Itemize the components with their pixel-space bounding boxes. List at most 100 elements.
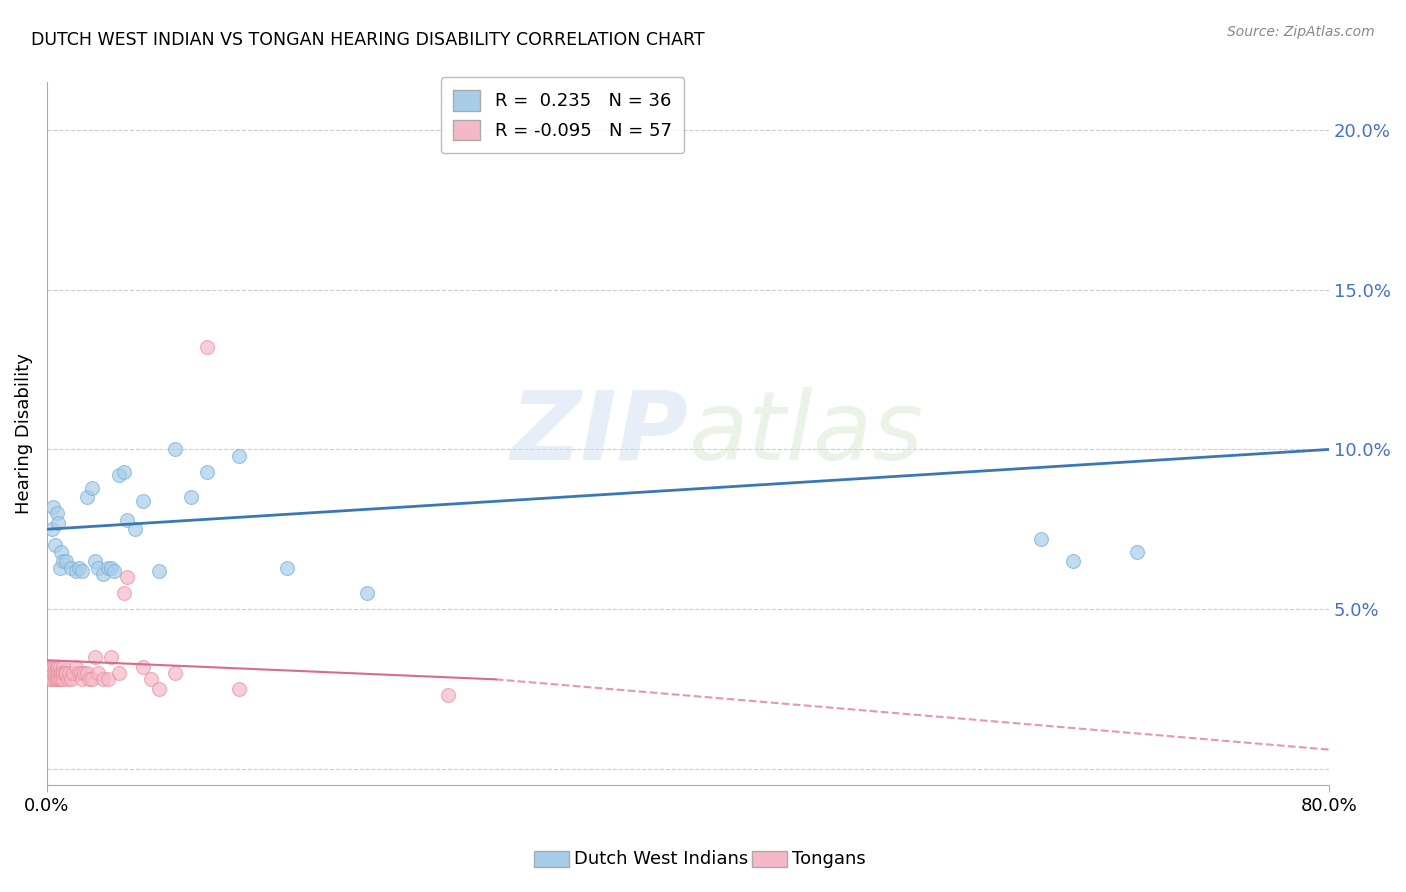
Point [51,544,73,558]
Point [41,522,63,536]
Text: ZIP: ZIP [510,387,688,480]
Point [46,665,69,680]
Point [124,522,146,536]
Point [436,689,458,703]
Point [76,665,98,680]
Point [42,665,65,680]
Point [91,566,114,581]
Point [41,665,63,680]
Point [41,659,63,673]
Point [97,673,120,687]
Point [42,500,65,514]
Point [108,467,131,482]
Point [70,564,93,578]
Point [44,665,66,680]
Point [77,673,100,687]
Point [37,665,59,680]
Point [356,586,378,600]
Point [115,513,138,527]
Point [45,673,67,687]
Point [48,665,70,680]
Point [70,673,93,687]
Point [46,659,69,673]
Point [48,560,70,574]
Text: Dutch West Indians: Dutch West Indians [574,850,748,868]
Point [165,665,187,680]
Point [132,493,155,508]
Point [51,673,73,687]
Point [48,673,70,687]
Point [44,665,66,680]
Point [139,673,162,687]
Point [39,659,62,673]
Point [1029,532,1052,546]
Point [195,465,218,479]
Point [148,564,170,578]
Point [112,586,135,600]
Point [100,650,122,665]
Point [84,554,107,568]
Point [45,506,67,520]
Point [228,449,250,463]
Point [53,665,76,680]
Point [52,673,75,687]
Point [87,560,110,574]
Point [80,673,103,687]
Point [84,650,107,665]
Point [80,481,103,495]
Point [65,564,87,578]
Point [132,659,155,673]
Point [148,681,170,696]
Point [276,560,298,574]
Point [1126,544,1149,558]
Point [73,665,96,680]
Point [55,665,77,680]
Point [91,673,114,687]
Text: DUTCH WEST INDIAN VS TONGAN HEARING DISABILITY CORRELATION CHART: DUTCH WEST INDIAN VS TONGAN HEARING DISA… [31,31,704,49]
Point [41,673,63,687]
Point [103,564,125,578]
Point [69,665,91,680]
Point [195,340,218,354]
Point [44,538,66,552]
Point [44,673,66,687]
Point [58,665,80,680]
Point [52,659,75,673]
Point [62,665,84,680]
Point [46,673,69,687]
Point [46,516,69,530]
Point [76,491,98,505]
Legend: R =  0.235   N = 36, R = -0.095   N = 57: R = 0.235 N = 36, R = -0.095 N = 57 [440,77,685,153]
Text: Tongans: Tongans [792,850,865,868]
Point [65,659,87,673]
Point [67,665,90,680]
Point [108,665,131,680]
Point [112,465,135,479]
Point [45,659,67,673]
Point [39,673,62,687]
Point [228,681,250,696]
Y-axis label: Hearing Disability: Hearing Disability [15,353,32,514]
Point [1062,554,1084,568]
Point [59,560,82,574]
Point [56,673,79,687]
Point [48,659,70,673]
Point [44,659,66,673]
Text: Source: ZipAtlas.com: Source: ZipAtlas.com [1227,25,1375,39]
Point [55,554,77,568]
Text: atlas: atlas [688,387,922,480]
Point [45,665,67,680]
Point [52,554,75,568]
Point [42,659,65,673]
Point [67,560,90,574]
Point [59,673,82,687]
Point [45,673,67,687]
Point [115,570,138,584]
Point [165,442,187,457]
Point [97,560,120,574]
Point [100,560,122,574]
Point [51,665,73,680]
Point [52,665,75,680]
Point [180,491,202,505]
Point [87,665,110,680]
